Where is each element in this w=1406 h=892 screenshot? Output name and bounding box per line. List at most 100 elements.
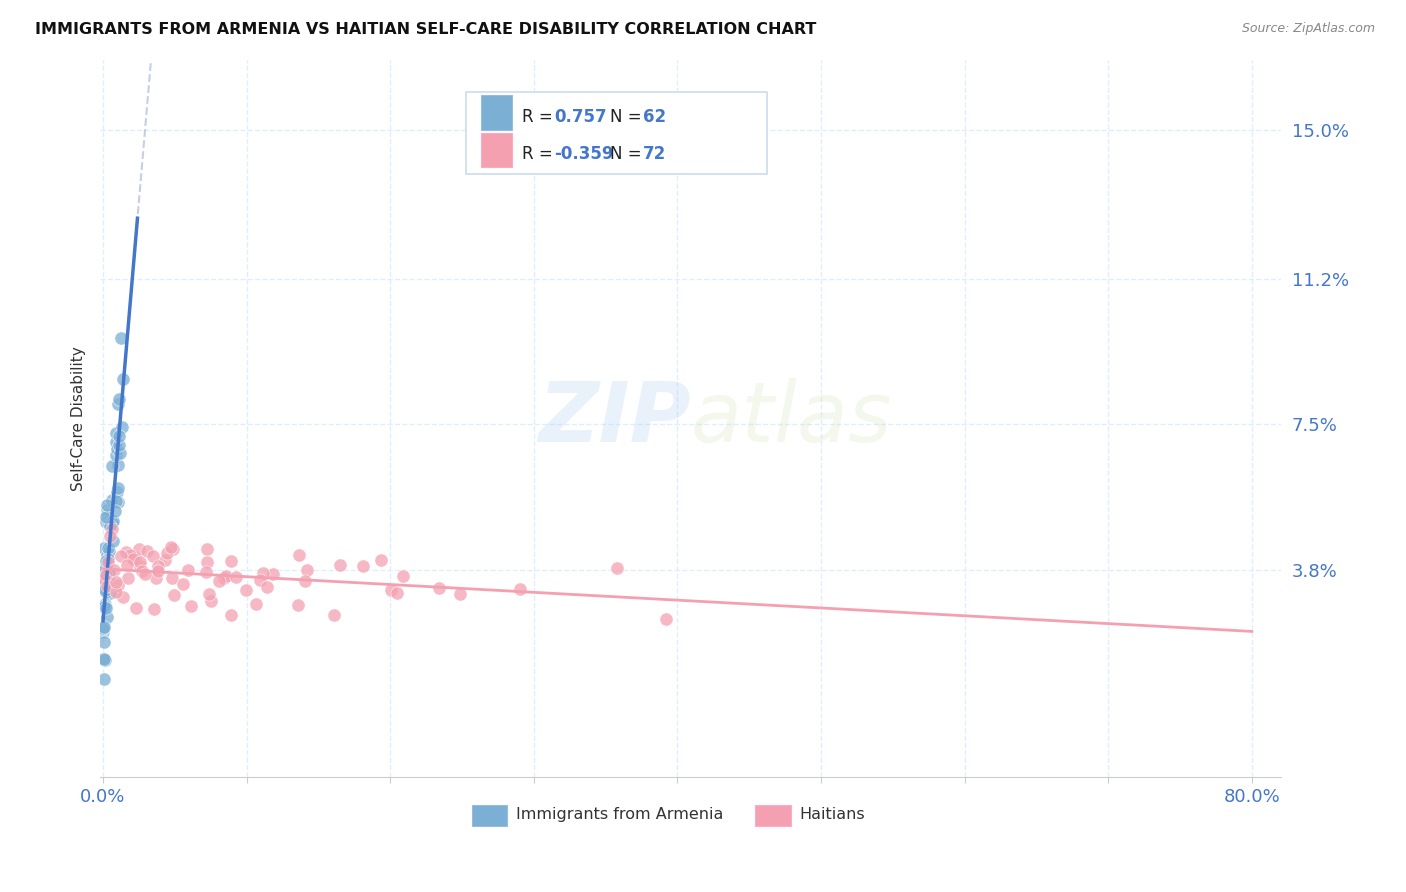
Point — [352, 558, 374, 573]
Point — [105, 484, 128, 499]
Point — [107, 481, 129, 495]
Point — [96, 516, 118, 530]
Point — [124, 601, 146, 615]
Point — [103, 514, 125, 528]
Point — [110, 446, 132, 460]
Point — [509, 582, 531, 596]
Point — [117, 571, 139, 585]
Point — [135, 544, 157, 558]
Point — [128, 541, 150, 556]
Point — [105, 442, 128, 456]
Point — [105, 434, 128, 449]
Point — [143, 602, 166, 616]
Point — [195, 555, 218, 569]
Point — [392, 569, 415, 583]
Point — [100, 523, 122, 537]
Point — [91, 622, 114, 636]
Point — [129, 558, 152, 573]
Point — [129, 555, 152, 569]
Point — [97, 566, 120, 580]
Text: 72: 72 — [643, 145, 666, 163]
Point — [94, 582, 117, 597]
Point — [97, 541, 120, 555]
Text: N =: N = — [610, 108, 647, 126]
Text: N =: N = — [610, 145, 647, 163]
Text: -0.359: -0.359 — [554, 145, 614, 163]
Point — [162, 541, 184, 556]
Point — [146, 558, 169, 573]
Point — [97, 569, 120, 583]
Bar — [472, 805, 508, 826]
Point — [94, 597, 117, 611]
Bar — [755, 805, 790, 826]
Point — [294, 574, 316, 589]
Point — [145, 571, 167, 585]
Point — [370, 552, 392, 566]
Bar — [481, 95, 512, 129]
Point — [124, 550, 146, 565]
Point — [100, 458, 122, 473]
Point — [96, 503, 118, 517]
Point — [108, 392, 131, 406]
Point — [93, 620, 115, 634]
Point — [122, 552, 145, 566]
Point — [245, 597, 267, 611]
Point — [249, 574, 271, 588]
Text: Immigrants from Armenia: Immigrants from Armenia — [516, 807, 723, 822]
Point — [606, 560, 628, 574]
Point — [148, 564, 170, 578]
Point — [111, 372, 134, 386]
Point — [208, 574, 231, 588]
Point — [107, 494, 129, 508]
Point — [219, 608, 242, 623]
Point — [96, 554, 118, 568]
Point — [180, 599, 202, 614]
Point — [195, 565, 218, 579]
Point — [219, 554, 242, 568]
Point — [93, 653, 115, 667]
Text: Haitians: Haitians — [799, 807, 865, 822]
Point — [94, 562, 117, 576]
Point — [97, 517, 120, 532]
Point — [159, 540, 181, 554]
Point — [96, 578, 118, 592]
Point — [104, 574, 127, 589]
Point — [96, 584, 118, 599]
Text: Source: ZipAtlas.com: Source: ZipAtlas.com — [1241, 22, 1375, 36]
Text: atlas: atlas — [690, 378, 891, 459]
Point — [97, 550, 120, 565]
Point — [385, 586, 408, 600]
Point — [98, 519, 121, 533]
Point — [107, 397, 129, 411]
Point — [131, 564, 153, 578]
Point — [94, 567, 117, 582]
Point — [111, 420, 134, 434]
Y-axis label: Self-Care Disability: Self-Care Disability — [72, 346, 86, 491]
Point — [107, 437, 129, 451]
Text: R =: R = — [522, 108, 558, 126]
Point — [110, 549, 132, 564]
Point — [93, 635, 115, 649]
Point — [215, 568, 238, 582]
Point — [98, 529, 121, 543]
Point — [107, 578, 129, 592]
Point — [104, 494, 127, 508]
Point — [256, 580, 278, 594]
Point — [93, 600, 115, 615]
Point — [115, 545, 138, 559]
Point — [93, 652, 115, 666]
Point — [96, 552, 118, 566]
Point — [329, 558, 352, 572]
Point — [93, 572, 115, 586]
Point — [134, 566, 156, 581]
Point — [655, 612, 678, 626]
Point — [94, 567, 117, 582]
Text: IMMIGRANTS FROM ARMENIA VS HAITIAN SELF-CARE DISABILITY CORRELATION CHART: IMMIGRANTS FROM ARMENIA VS HAITIAN SELF-… — [35, 22, 817, 37]
Point — [101, 516, 124, 530]
Point — [225, 570, 247, 584]
Point — [96, 498, 118, 512]
Text: R =: R = — [522, 145, 558, 163]
Point — [427, 581, 450, 595]
Point — [103, 563, 125, 577]
Point — [94, 601, 117, 615]
